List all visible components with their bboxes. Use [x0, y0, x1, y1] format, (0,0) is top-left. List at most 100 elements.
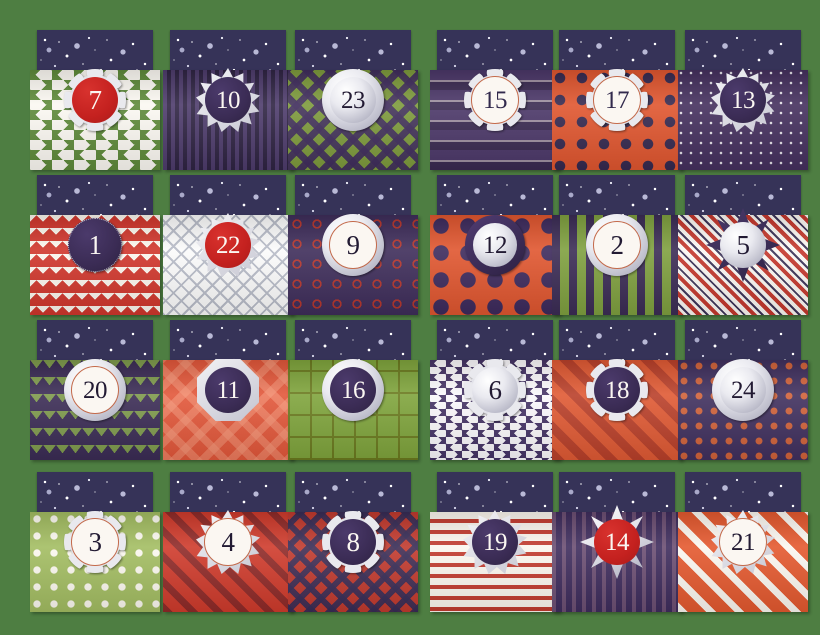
badge-center: [473, 223, 517, 267]
badge-center: [472, 367, 518, 413]
advent-box-16[interactable]: 16: [288, 320, 418, 460]
number-badge[interactable]: 4: [196, 510, 260, 574]
advent-box-12[interactable]: 12: [430, 175, 560, 315]
badge-center: [594, 367, 640, 413]
badge-center: [720, 222, 766, 268]
advent-box-14[interactable]: 14: [552, 472, 682, 612]
badge-thin-ring: [593, 221, 641, 269]
number-badge[interactable]: 21: [711, 510, 775, 574]
box-lid-snowflakes: [685, 320, 801, 365]
day-number: 7: [88, 84, 103, 115]
advent-box-21[interactable]: 21: [678, 472, 808, 612]
advent-box-24[interactable]: 24: [678, 320, 808, 460]
advent-box-2[interactable]: 2: [552, 175, 682, 315]
number-badge[interactable]: 1: [64, 214, 126, 276]
number-badge[interactable]: 3: [64, 511, 126, 573]
badge-thin-ring: [204, 518, 252, 566]
number-badge[interactable]: 5: [706, 208, 780, 282]
advent-box-23[interactable]: 23: [288, 30, 418, 170]
badge-center: [594, 519, 640, 565]
box-lid-snowflakes: [559, 175, 675, 220]
day-number: 6: [488, 374, 503, 405]
advent-box-19[interactable]: 19: [430, 472, 560, 612]
number-badge[interactable]: 10: [196, 68, 260, 132]
box-lid-snowflakes: [37, 320, 153, 365]
box-lid-snowflakes: [685, 472, 801, 517]
badge-center: [330, 77, 376, 123]
badge-center: [205, 367, 251, 413]
number-badge[interactable]: 16: [322, 359, 384, 421]
day-number: 5: [736, 229, 751, 260]
day-number: 20: [83, 376, 108, 404]
day-number: 9: [346, 229, 361, 260]
advent-box-4[interactable]: 4: [163, 472, 293, 612]
number-badge[interactable]: 7: [64, 69, 126, 131]
number-badge[interactable]: 20: [64, 359, 126, 421]
badge-thin-ring: [71, 366, 119, 414]
day-number: 8: [346, 526, 361, 557]
number-badge[interactable]: 14: [580, 505, 654, 579]
box-lid-snowflakes: [295, 472, 411, 517]
number-badge[interactable]: 13: [711, 68, 775, 132]
box-lid-snowflakes: [437, 472, 553, 517]
day-number: 18: [605, 376, 630, 404]
box-lid-snowflakes: [170, 320, 286, 365]
number-badge[interactable]: 17: [586, 69, 648, 131]
day-number: 23: [341, 86, 366, 114]
number-badge[interactable]: 22: [196, 213, 260, 277]
number-badge[interactable]: 11: [197, 359, 259, 421]
number-badge[interactable]: 24: [712, 359, 774, 421]
advent-box-15[interactable]: 15: [430, 30, 560, 170]
number-badge[interactable]: 15: [464, 69, 526, 131]
advent-box-5[interactable]: 5: [678, 175, 808, 315]
day-number: 14: [605, 528, 630, 556]
day-number: 13: [731, 86, 756, 114]
advent-box-7[interactable]: 7: [30, 30, 160, 170]
box-lid-snowflakes: [37, 175, 153, 220]
badge-thin-ring: [719, 518, 767, 566]
box-lid-snowflakes: [170, 30, 286, 75]
advent-box-8[interactable]: 8: [288, 472, 418, 612]
advent-box-13[interactable]: 13: [678, 30, 808, 170]
badge-center: [720, 77, 766, 123]
day-number: 12: [483, 231, 508, 259]
number-badge[interactable]: 19: [463, 510, 527, 574]
number-badge[interactable]: 12: [464, 214, 526, 276]
badge-thin-ring: [329, 221, 377, 269]
advent-box-22[interactable]: 22: [163, 175, 293, 315]
badge-center: [72, 77, 118, 123]
day-number: 17: [605, 86, 630, 114]
number-badge[interactable]: 2: [586, 214, 648, 276]
box-body-wrap: [430, 360, 560, 460]
box-lid-snowflakes: [295, 30, 411, 75]
advent-box-18[interactable]: 18: [552, 320, 682, 460]
badge-thin-ring: [593, 76, 641, 124]
day-number: 24: [731, 376, 756, 404]
box-lid-snowflakes: [295, 320, 411, 365]
number-badge[interactable]: 8: [322, 511, 384, 573]
number-badge[interactable]: 9: [322, 214, 384, 276]
number-badge[interactable]: 6: [464, 359, 526, 421]
advent-box-20[interactable]: 20: [30, 320, 160, 460]
badge-thin-ring: [71, 518, 119, 566]
advent-box-3[interactable]: 3: [30, 472, 160, 612]
box-body-wrap: [163, 512, 293, 612]
box-lid-snowflakes: [559, 320, 675, 365]
badge-center: [330, 519, 376, 565]
advent-box-6[interactable]: 6: [430, 320, 560, 460]
day-number: 4: [221, 526, 236, 557]
day-number: 21: [731, 528, 756, 556]
box-lid-snowflakes: [437, 30, 553, 75]
day-number: 2: [610, 229, 625, 260]
badge-center: [720, 367, 766, 413]
badge-center: [205, 222, 251, 268]
advent-box-17[interactable]: 17: [552, 30, 682, 170]
number-badge[interactable]: 23: [322, 69, 384, 131]
day-number: 19: [483, 528, 508, 556]
advent-box-9[interactable]: 9: [288, 175, 418, 315]
advent-box-1[interactable]: 1: [30, 175, 160, 315]
advent-box-11[interactable]: 11: [163, 320, 293, 460]
advent-box-10[interactable]: 10: [163, 30, 293, 170]
number-badge[interactable]: 18: [586, 359, 648, 421]
